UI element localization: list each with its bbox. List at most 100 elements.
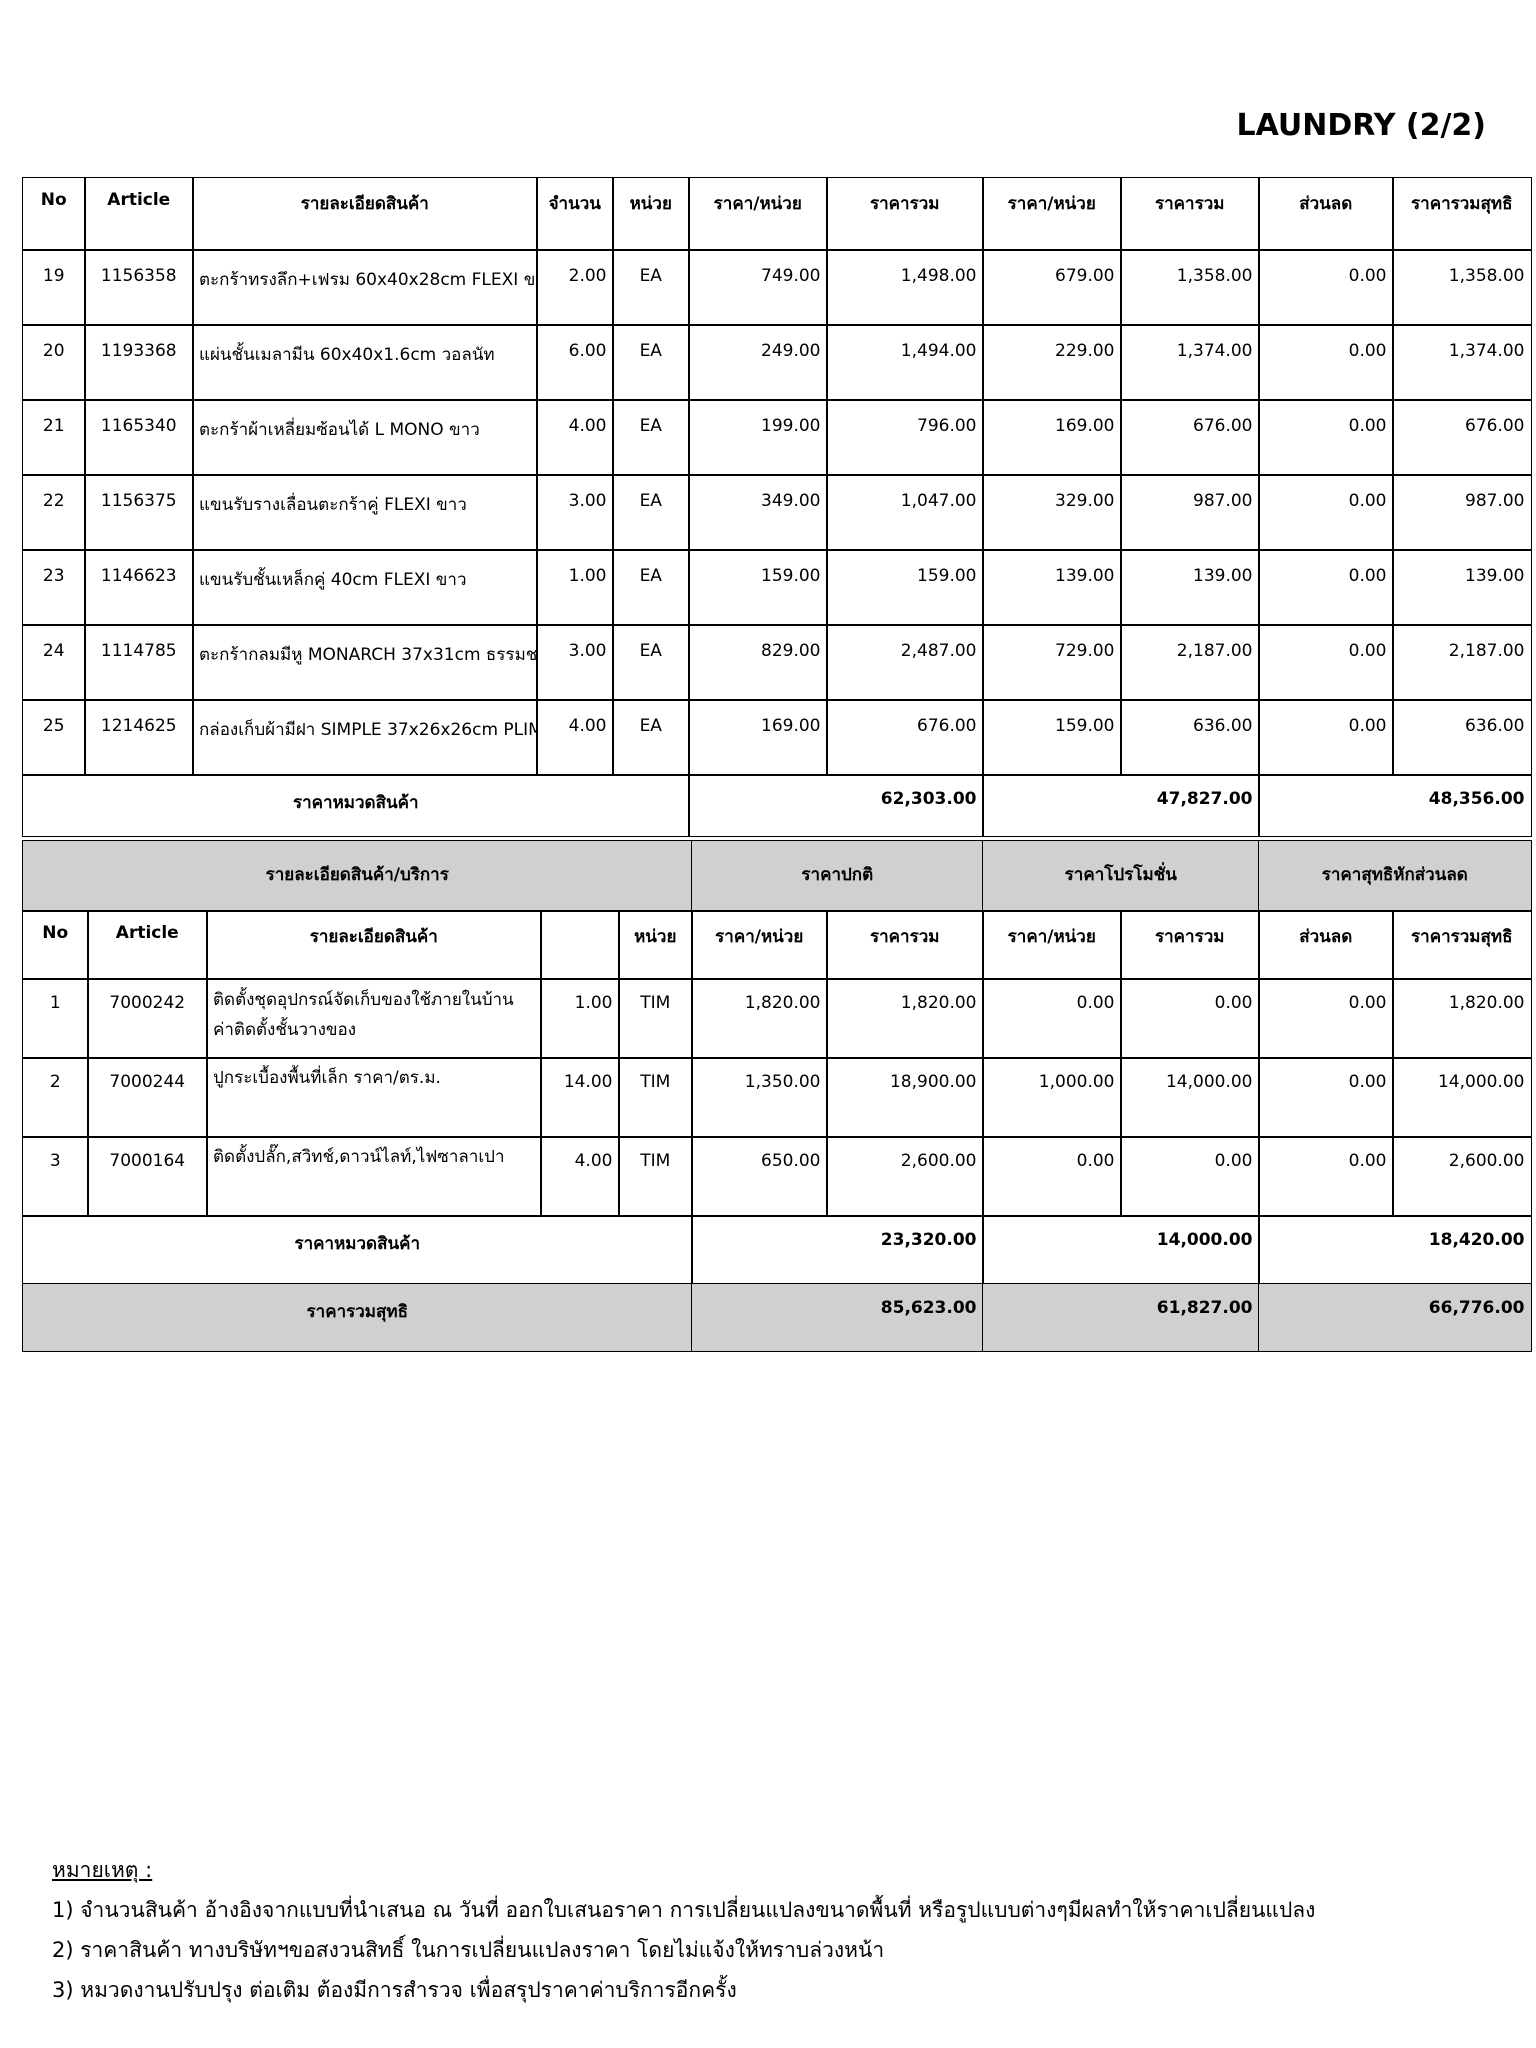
column-header: No [22,910,89,980]
table-cell: 0.00 [982,978,1122,1059]
table-cell: 1,374.00 [1120,324,1260,401]
table-cell: 0.00 [1258,624,1394,701]
table-cell: 1156375 [84,474,194,551]
table-cell: 2 [22,1057,89,1138]
table-cell: 676.00 [1120,399,1260,476]
table-cell: 0.00 [1258,1136,1394,1217]
column-header: จำนวน [536,177,614,251]
table-cell: 796.00 [826,399,984,476]
table-cell: 676.00 [1392,399,1532,476]
table-cell: 159.00 [688,549,828,626]
summary-value: 61,827.00 [982,1283,1260,1352]
table-cell: 2,187.00 [1120,624,1260,701]
table-cell: ปูกระเบื้องพื้นที่เล็ก ราคา/ตร.ม. [206,1057,542,1138]
table-cell: 1146623 [84,549,194,626]
column-header: ราคารวม [1120,177,1260,251]
table-cell: 1214625 [84,699,194,776]
table-cell: 1,820.00 [1392,978,1532,1059]
table-cell: 19 [22,249,86,326]
summary-label: ราคาหมวดสินค้า [22,774,690,837]
table-cell: TIM [618,1136,693,1217]
table-cell: 0.00 [1258,399,1394,476]
column-header: ราคา/หน่วย [691,910,828,980]
table-cell: 4.00 [536,399,614,476]
table-cell: 2,487.00 [826,624,984,701]
table-cell: 249.00 [688,324,828,401]
table-cell: 0.00 [1258,324,1394,401]
column-header: ราคารวม [826,177,984,251]
summary-value: 47,827.00 [982,774,1260,837]
table-cell: 0.00 [982,1136,1122,1217]
table-cell: 25 [22,699,86,776]
table-cell: EA [612,474,690,551]
cell-line: ติดตั้งชุดอุปกรณ์จัดเก็บของใช้ภายในบ้าน [213,990,514,1010]
table-cell: กล่องเก็บผ้ามีฝา SIMPLE 37x26x26cm PLIM [192,699,538,776]
summary-value: 66,776.00 [1258,1283,1532,1352]
table-cell: 1,047.00 [826,474,984,551]
table-cell: 199.00 [688,399,828,476]
column-header: ราคา/หน่วย [982,177,1122,251]
table-cell: 21 [22,399,86,476]
column-header: ราคา/หน่วย [982,910,1122,980]
table-cell: 18,900.00 [826,1057,984,1138]
summary-value: 48,356.00 [1258,774,1532,837]
table-cell: ติดตั้งชุดอุปกรณ์จัดเก็บของใช้ภายในบ้านค… [206,978,542,1059]
table-cell: 2,600.00 [1392,1136,1532,1217]
table-cell: 0.00 [1258,1057,1394,1138]
table-cell: 3 [22,1136,89,1217]
table-cell: 7000242 [87,978,208,1059]
column-header: หน่วย [612,177,690,251]
table-cell: 139.00 [1392,549,1532,626]
table-cell: ตะกร้ากลมมีหู MONARCH 37x31cm ธรรมชาติ [192,624,538,701]
column-header: หน่วย [618,910,693,980]
table-cell: 1,820.00 [826,978,984,1059]
table-cell: TIM [618,1057,693,1138]
column-header: No [22,177,86,251]
summary-value: 18,420.00 [1258,1215,1532,1285]
page-title: LAUNDRY (2/2) [1236,108,1486,143]
note-item: 2) ราคาสินค้า ทางบริษัทฯขอสงวนสิทธิ์ ในก… [52,1938,885,1962]
table-cell: 1156358 [84,249,194,326]
table-cell: 3.00 [536,624,614,701]
summary-value: 85,623.00 [691,1283,984,1352]
table-cell: 7000164 [87,1136,208,1217]
table-cell: 349.00 [688,474,828,551]
table-cell: 1165340 [84,399,194,476]
table-cell: 14,000.00 [1120,1057,1260,1138]
table-cell: 679.00 [982,249,1122,326]
table-cell: 2.00 [536,249,614,326]
table-cell: 1,820.00 [691,978,828,1059]
table-cell: 1,350.00 [691,1057,828,1138]
group-header: ราคาโปรโมชั่น [982,840,1260,912]
table-cell: 2,600.00 [826,1136,984,1217]
column-header: Article [84,177,194,251]
table-cell: TIM [618,978,693,1059]
summary-value: 14,000.00 [982,1215,1260,1285]
note-item: 3) หมวดงานปรับปรุง ต่อเติม ต้องมีการสำรว… [52,1978,737,2002]
table-cell: 0.00 [1258,249,1394,326]
summary-label: ราคาหมวดสินค้า [22,1215,693,1285]
table-cell: 3.00 [536,474,614,551]
column-header: รายละเอียดสินค้า [192,177,538,251]
column-header [540,910,620,980]
group-header: รายละเอียดสินค้า/บริการ [22,840,693,912]
table-cell: แผ่นชั้นเมลามีน 60x40x1.6cm วอลนัท [192,324,538,401]
table-cell: 24 [22,624,86,701]
table-cell: EA [612,324,690,401]
table-cell: 229.00 [982,324,1122,401]
table-cell: 0.00 [1258,699,1394,776]
table-cell: 23 [22,549,86,626]
table-cell: 1193368 [84,324,194,401]
table-cell: 1.00 [540,978,620,1059]
note-item: 1) จำนวนสินค้า อ้างอิงจากแบบที่นำเสนอ ณ … [52,1898,1316,1922]
table-cell: EA [612,249,690,326]
column-header: Article [87,910,208,980]
table-cell: 1,494.00 [826,324,984,401]
column-header: ราคา/หน่วย [688,177,828,251]
table-cell: 169.00 [688,699,828,776]
table-cell: 4.00 [536,699,614,776]
table-cell: แขนรับชั้นเหล็กคู่ 40cm FLEXI ขาว [192,549,538,626]
table-cell: 0.00 [1258,549,1394,626]
group-header: ราคาสุทธิหักส่วนลด [1258,840,1532,912]
table-cell: 636.00 [1392,699,1532,776]
